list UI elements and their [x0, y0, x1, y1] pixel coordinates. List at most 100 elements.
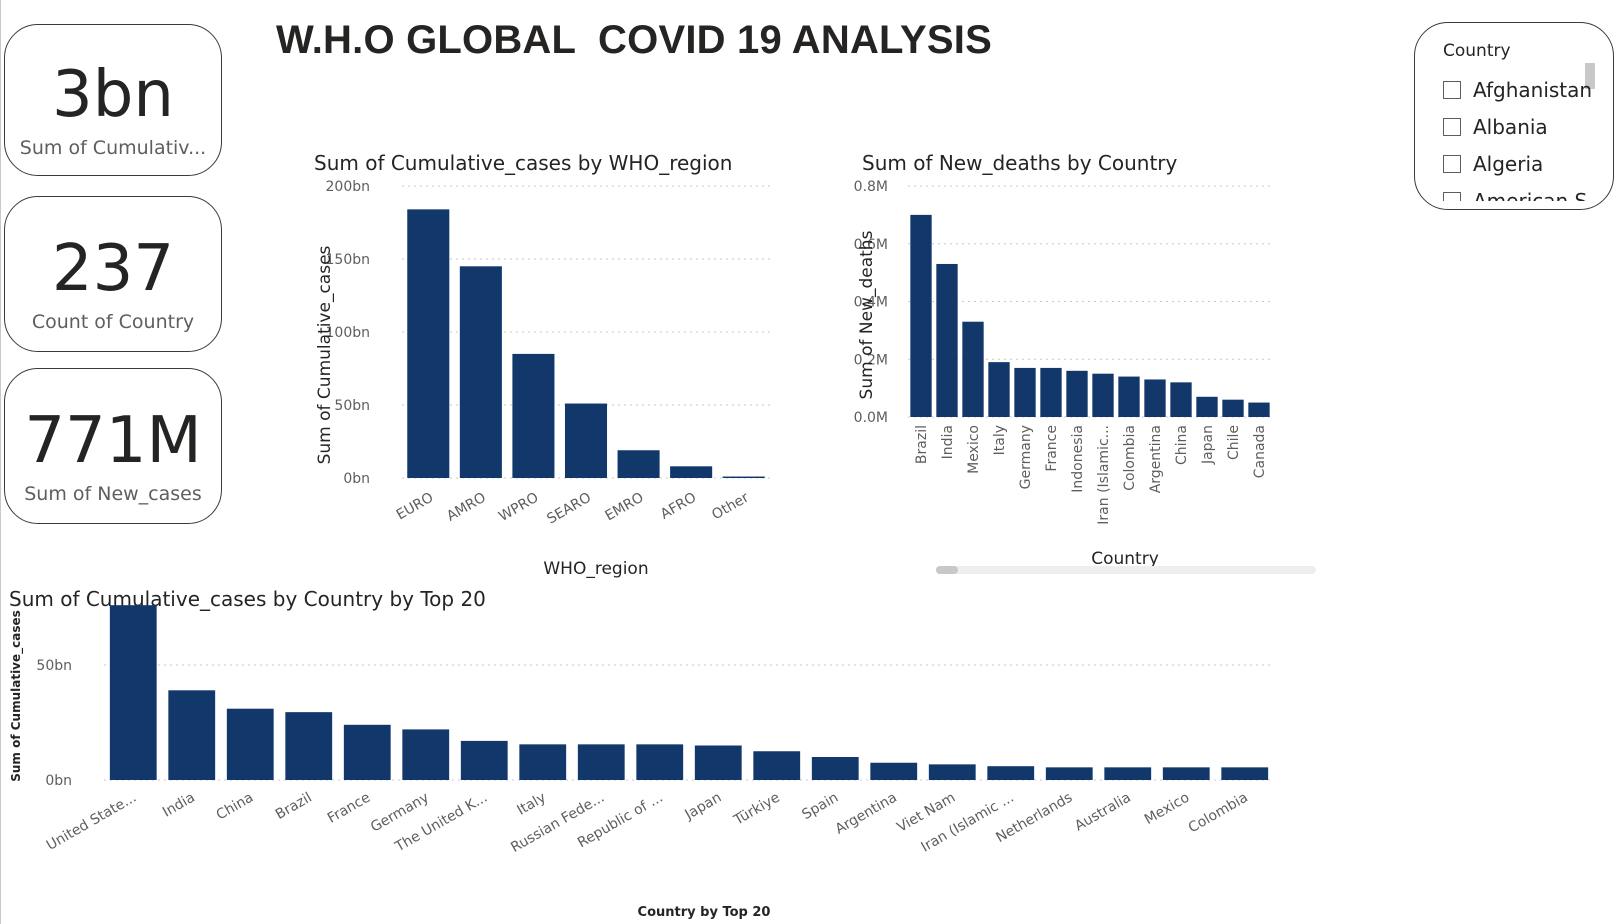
x-tick-label: Spain	[799, 790, 841, 823]
chart-cumulative-by-region: Sum of Cumulative_cases by WHO_region 0b…	[314, 151, 770, 579]
x-tick-label: Other	[709, 489, 752, 523]
x-tick-label: Argentina	[1148, 425, 1164, 493]
x-tick-label: Colombia	[1122, 425, 1138, 491]
x-tick-label: France	[325, 790, 373, 827]
slicer-scrollbar[interactable]	[1585, 63, 1595, 89]
slicer-item-algeria[interactable]: Algeria	[1443, 145, 1593, 182]
bar-1[interactable]	[168, 690, 216, 780]
bar-6[interactable]	[460, 740, 508, 780]
bar-0[interactable]	[109, 605, 157, 780]
bar-11[interactable]	[1196, 396, 1218, 417]
bar-9[interactable]	[636, 744, 684, 780]
x-tick-label: Canada	[1252, 425, 1268, 478]
slicer-item-albania[interactable]: Albania	[1443, 108, 1593, 145]
y-tick-label: 0.2M	[854, 352, 888, 368]
x-tick-label: India	[940, 425, 956, 459]
y-tick-label: 50bn	[36, 658, 72, 674]
x-tick-label: EMRO	[602, 490, 646, 525]
x-axis-title: Country	[1091, 549, 1159, 569]
bar-4[interactable]	[1014, 367, 1036, 417]
bar-5[interactable]	[1040, 367, 1062, 417]
bar-3[interactable]	[285, 712, 333, 780]
bar-10[interactable]	[1170, 382, 1192, 417]
x-tick-label: India	[160, 790, 198, 821]
slicer-item-label: Afghanistan	[1473, 77, 1593, 102]
bar-12[interactable]	[811, 757, 859, 780]
slicer-item-afghanistan[interactable]: Afghanistan	[1443, 71, 1593, 108]
x-tick-label: EURO	[394, 490, 437, 524]
kpi-card-country-count[interactable]: 237 Count of Country	[4, 196, 222, 352]
bar-6[interactable]	[722, 476, 765, 478]
y-tick-label: 0.8M	[854, 179, 888, 195]
x-tick-label: Iran (Islamic...	[1096, 425, 1112, 525]
chart-new-deaths-by-country: Sum of New_deaths by Country 0.0M 0.2M 0.4…	[854, 151, 1316, 574]
checkbox[interactable]	[1443, 154, 1461, 173]
bar-2[interactable]	[962, 321, 984, 417]
y-tick-label: 100bn	[326, 325, 370, 341]
page-title: W.H.O GLOBAL COVID 19 ANALYSIS	[276, 18, 992, 62]
bar-16[interactable]	[1045, 767, 1093, 780]
bar-6[interactable]	[1066, 370, 1088, 417]
chart-title: Sum of Cumulative_cases by WHO_region	[314, 151, 732, 175]
bar-8[interactable]	[1118, 376, 1140, 417]
bar-14[interactable]	[928, 764, 976, 780]
y-tick-label: 150bn	[326, 252, 370, 268]
bar-12[interactable]	[1222, 399, 1244, 417]
bar-9[interactable]	[1144, 379, 1166, 417]
checkbox[interactable]	[1443, 191, 1461, 201]
y-tick-label: 0.0M	[854, 410, 888, 426]
bar-0[interactable]	[407, 209, 450, 479]
bar-2[interactable]	[512, 353, 555, 478]
horizontal-scrollbar[interactable]	[936, 566, 1316, 574]
bar-1[interactable]	[459, 266, 502, 478]
country-slicer[interactable]: Country Afghanistan Albania Algeria Amer…	[1414, 22, 1614, 210]
bar-0[interactable]	[910, 214, 932, 417]
kpi-value: 237	[51, 232, 175, 306]
bar-7[interactable]	[1092, 373, 1114, 417]
x-tick-label: Germany	[1018, 425, 1034, 489]
slicer-item-american-samoa[interactable]: American S...	[1443, 182, 1593, 201]
slicer-list: Afghanistan Albania Algeria American S..…	[1443, 71, 1593, 201]
chart-title: Sum of New_deaths by Country	[862, 151, 1178, 175]
x-tick-label: WPRO	[496, 490, 541, 525]
bar-19[interactable]	[1221, 767, 1269, 780]
x-tick-label: France	[1044, 425, 1060, 472]
checkbox[interactable]	[1443, 80, 1461, 99]
x-tick-label: AMRO	[444, 490, 489, 525]
bar-3[interactable]	[988, 362, 1010, 417]
x-tick-label: Brazil	[914, 425, 930, 464]
bar-18[interactable]	[1162, 767, 1210, 780]
x-tick-label: Japan	[682, 790, 725, 824]
bar-10[interactable]	[694, 745, 742, 781]
bar-8[interactable]	[577, 744, 625, 780]
bar-3[interactable]	[564, 403, 608, 478]
bar-1[interactable]	[936, 263, 958, 417]
x-tick-label: Indonesia	[1070, 425, 1086, 493]
bar-4[interactable]	[617, 450, 660, 478]
bar-11[interactable]	[753, 751, 801, 780]
x-tick-label: Italy	[992, 425, 1008, 455]
checkbox[interactable]	[1443, 117, 1461, 136]
kpi-card-new-cases[interactable]: 771M Sum of New_cases	[4, 368, 222, 524]
bar-13[interactable]	[870, 762, 918, 780]
x-axis-title: WHO_region	[543, 559, 648, 579]
scrollbar-thumb[interactable]	[936, 566, 958, 574]
bar-17[interactable]	[1104, 767, 1152, 780]
bar-5[interactable]	[402, 729, 450, 780]
kpi-label: Sum of Cumulativ...	[19, 137, 207, 159]
x-tick-label: SEARO	[544, 490, 594, 528]
bar-5[interactable]	[670, 466, 713, 478]
slicer-item-label: Algeria	[1473, 151, 1544, 176]
y-axis-title: Sum of Cumulative_cases	[315, 245, 335, 464]
y-tick-label: 0bn	[343, 471, 370, 487]
bar-7[interactable]	[519, 744, 567, 780]
kpi-value: 3bn	[52, 58, 174, 132]
x-tick-label: Colombia	[1186, 790, 1251, 837]
bar-2[interactable]	[226, 708, 274, 780]
page-left-border	[0, 0, 1, 924]
bar-4[interactable]	[343, 724, 391, 780]
bar-15[interactable]	[987, 766, 1035, 780]
bar-13[interactable]	[1248, 402, 1270, 417]
y-tick-label: 50bn	[334, 398, 370, 414]
kpi-card-cumulative-cases[interactable]: 3bn Sum of Cumulativ...	[4, 24, 222, 176]
